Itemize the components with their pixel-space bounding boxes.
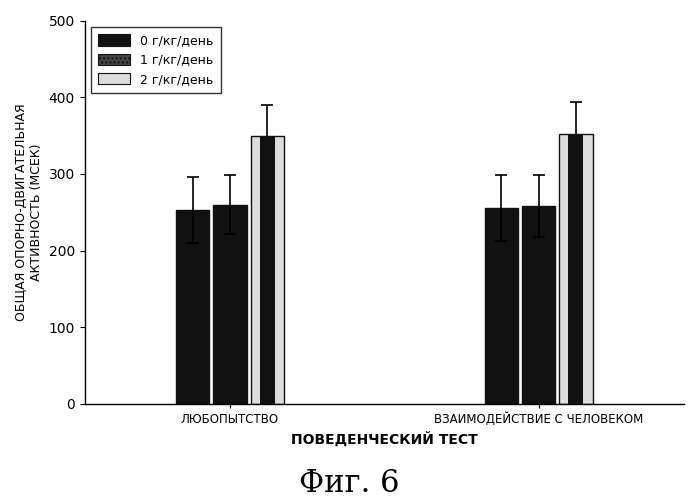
Legend: 0 г/кг/день, 1 г/кг/день, 2 г/кг/день: 0 г/кг/день, 1 г/кг/день, 2 г/кг/день: [91, 27, 220, 93]
Bar: [250, 136, 284, 404]
Bar: [484, 208, 518, 404]
Bar: [568, 134, 584, 404]
X-axis label: ПОВЕДЕНЧЕСКИЙ ТЕСТ: ПОВЕДЕНЧЕСКИЙ ТЕСТ: [291, 432, 477, 447]
Bar: [260, 136, 275, 404]
Bar: [176, 210, 210, 404]
Y-axis label: ОБЩАЯ ОПОРНО-ДВИГАТЕЛЬНАЯ
АКТИВНОСТЬ (МСЕК): ОБЩАЯ ОПОРНО-ДВИГАТЕЛЬНАЯ АКТИВНОСТЬ (МС…: [15, 103, 43, 321]
Bar: [522, 206, 556, 404]
Text: Фиг. 6: Фиг. 6: [299, 468, 400, 497]
Bar: [559, 134, 593, 404]
Bar: [213, 205, 247, 404]
